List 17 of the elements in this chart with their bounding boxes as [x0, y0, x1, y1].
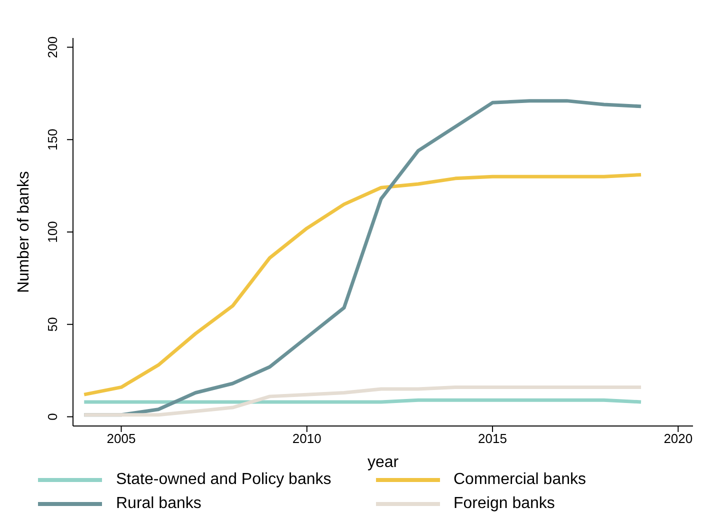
line-series	[82, 172, 643, 396]
y-axis-title: Number of banks	[16, 171, 33, 293]
x-tick-label: 2020	[664, 431, 693, 446]
x-tick-label: 2010	[292, 431, 322, 446]
x-tick-label: 2005	[106, 431, 136, 446]
y-tick-label: 50	[45, 317, 60, 332]
y-tick-label: 200	[45, 36, 60, 58]
legend-label: Commercial banks	[454, 471, 586, 489]
y-tick-label: 0	[45, 413, 60, 420]
y-tick-label: 150	[45, 128, 60, 150]
legend-label: Rural banks	[116, 495, 202, 513]
legend-label: Foreign banks	[454, 495, 555, 513]
y-tick-label: 100	[45, 221, 60, 243]
line-series	[82, 385, 643, 417]
x-tick-label: 2015	[478, 431, 507, 446]
legend-label: State-owned and Policy banks	[116, 471, 332, 489]
x-axis-title: year	[367, 454, 400, 471]
